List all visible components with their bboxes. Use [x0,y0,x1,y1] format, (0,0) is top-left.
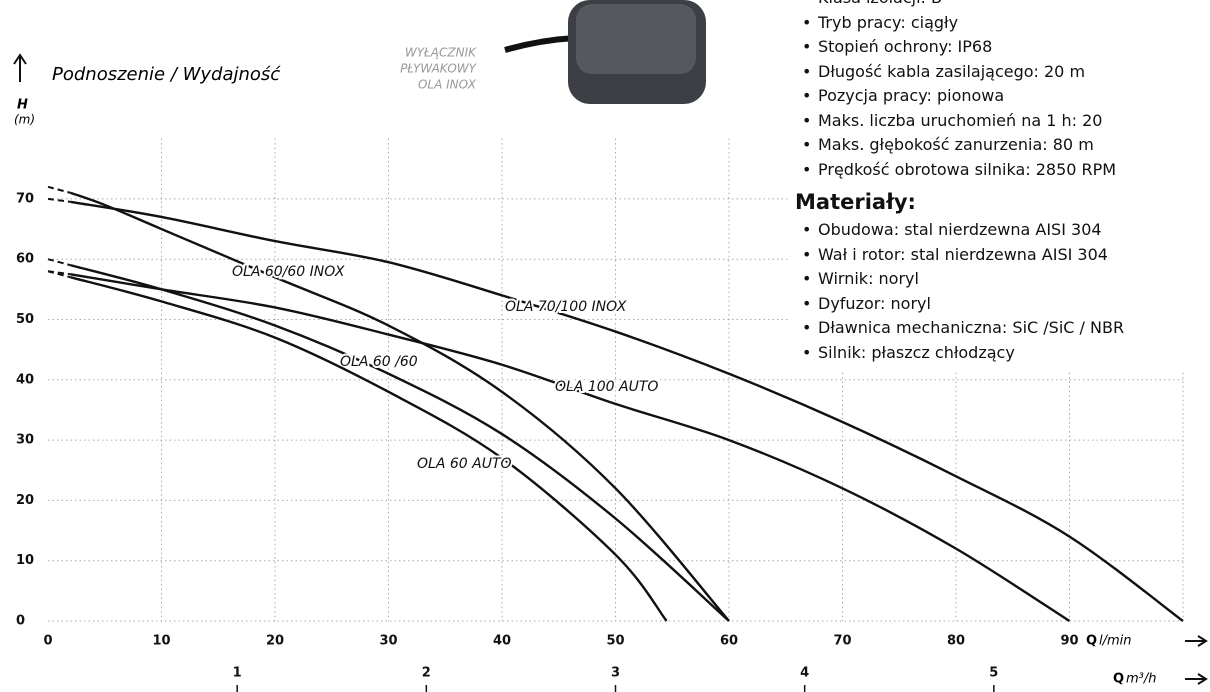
y-tick-label: 0 [16,614,25,629]
list-item: Długość kabla zasilającego: 20 m [802,60,1210,85]
list-item: Dyfuzor: noryl [802,292,1210,317]
curve [70,276,668,622]
x2-tick-label: 5 [989,666,998,681]
curve-label: OLA 60/60 INOX [232,264,345,280]
list-item: Silnik: płaszcz chłodzący [802,341,1210,366]
curve-extension [47,197,71,203]
list-item: Klasa izolacji: B [802,0,1210,11]
x-tick-label: 60 [720,634,738,649]
y-tick-label: 40 [16,372,34,387]
curve-label: OLA 60 AUTO [417,456,512,472]
x2-axis-unit: m³/h [1126,672,1157,687]
y-tick-label: 60 [16,252,34,267]
y-tick-label: 20 [16,493,34,508]
curve [70,191,730,622]
x-tick-label: 40 [493,634,511,649]
curve-extension [47,270,71,279]
list-item: Tryb pracy: ciągły [802,11,1210,36]
curve [70,200,1184,622]
list-item: Wirnik: noryl [802,267,1210,292]
curve-label: OLA 100 AUTO [555,379,658,395]
y-tick-label: 10 [16,553,34,568]
axis-arrow [1185,673,1208,685]
curve-label: OLA 60 /60 [340,354,418,370]
y-axis-unit: (m) [14,113,35,127]
x-tick-label: 50 [606,634,624,649]
float-switch-label: PŁYWAKOWY [400,62,477,76]
axis-arrow [1185,635,1208,647]
axis-arrow [13,53,27,82]
list-item: Prędkość obrotowa silnika: 2850 RPM [802,158,1210,183]
x-tick-label: 30 [379,634,397,649]
x-tick-label: 20 [266,634,284,649]
x2-tick-label: 3 [611,666,620,681]
materials-list: Obudowa: stal nierdzewna AISI 304Wał i r… [790,218,1210,365]
x2-tick-label: 4 [800,666,809,681]
curve-label: OLA 70/100 INOX [505,299,627,315]
y-tick-label: 70 [16,191,34,206]
float-switch-label: WYŁĄCZNIK [405,46,477,60]
curve-extension [47,258,71,267]
list-item: Maks. liczba uruchomień na 1 h: 20 [802,109,1210,134]
list-item: Stopień ochrony: IP68 [802,35,1210,60]
x-tick-label: 80 [947,634,965,649]
float-switch-image [504,0,706,104]
x-tick-label: 0 [43,634,52,649]
curve-extension [47,185,71,194]
y-axis-label: H [17,98,28,113]
materials-heading: Materiały: [795,190,916,214]
curve [70,273,1071,623]
list-item: Obudowa: stal nierdzewna AISI 304 [802,218,1210,243]
list-item: Pozycja pracy: pionowa [802,84,1210,109]
x2-tick-label: 1 [233,666,242,681]
y-tick-label: 30 [16,433,34,448]
x-axis-label: Q [1086,634,1097,649]
x2-tick-label: 2 [422,666,431,681]
chart-title: Podnoszenie / Wydajność [52,64,281,85]
y-tick-label: 50 [16,312,34,327]
x2-axis-label: Q [1113,672,1124,687]
x-tick-label: 70 [833,634,851,649]
grid [48,138,1184,622]
curve [70,264,730,622]
list-item: Maks. głębokość zanurzenia: 80 m [802,133,1210,158]
spec-list: Klasa izolacji: BTryb pracy: ciągłyStopi… [790,0,1210,182]
list-item: Wał i rotor: stal nierdzewna AISI 304 [802,243,1210,268]
specs-panel: Klasa izolacji: BTryb pracy: ciągłyStopi… [790,0,1210,371]
x-tick-label: 90 [1060,634,1078,649]
x-axis-unit: l/min [1099,634,1132,649]
float-switch-label: OLA INOX [418,78,477,92]
list-item: Dławnica mechaniczna: SiC /SiC / NBR [802,316,1210,341]
x-tick-label: 10 [152,634,170,649]
